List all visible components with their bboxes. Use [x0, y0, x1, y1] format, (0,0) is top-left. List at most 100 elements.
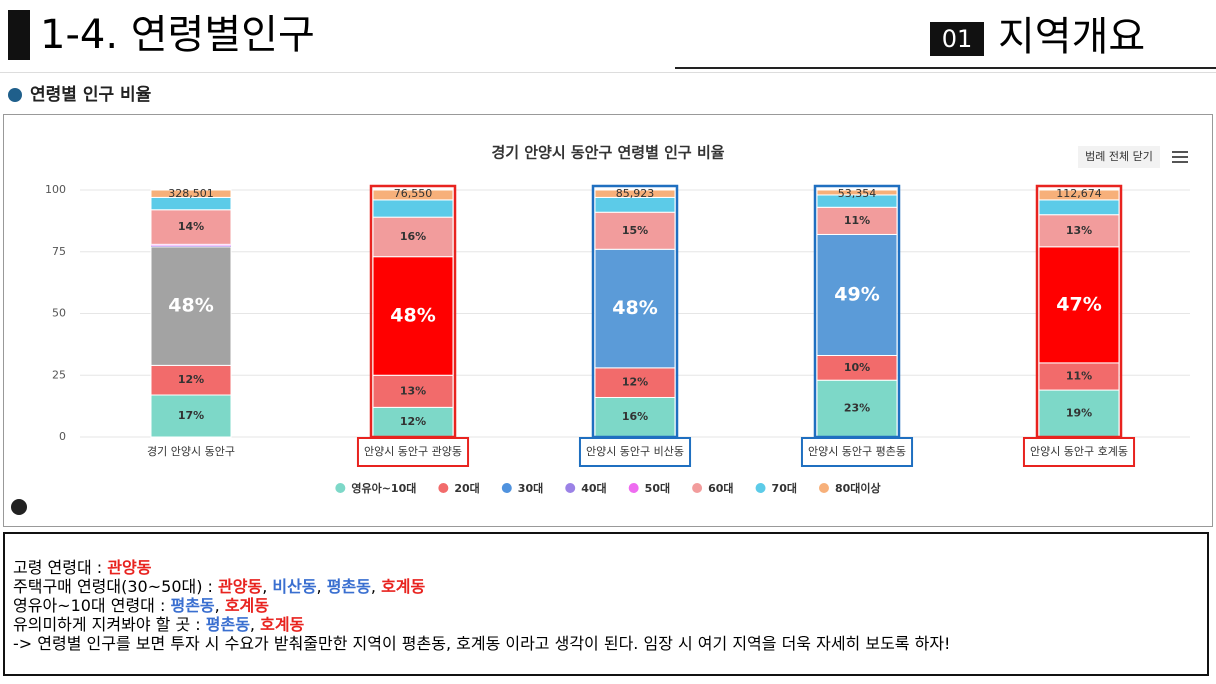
category-highlight — [800, 437, 914, 467]
bar-segment — [150, 246, 232, 366]
subtitle: 연령별 인구 비율 — [30, 85, 152, 105]
total-label: 328,501 — [168, 187, 214, 200]
bar-segment — [150, 189, 232, 198]
data-label: 48% — [612, 297, 657, 319]
note-line: 유의미하게 지켜봐야 할 곳 : 평촌동, 호계동 — [13, 615, 1207, 634]
bar-segment — [372, 189, 454, 201]
y-tick-label: 75 — [52, 245, 66, 258]
note-text: 호계동 — [224, 596, 269, 615]
note-text: 평촌동 — [205, 615, 250, 634]
x-tick-label: 안양시 동안구 평촌동 — [808, 445, 906, 458]
bar-segment — [1038, 362, 1120, 391]
bar-segment — [150, 209, 232, 245]
data-label: 11% — [844, 214, 870, 227]
section-title: 지역개요 — [998, 14, 1146, 60]
bar-segment — [372, 406, 454, 438]
header-title: 1-4. 연령별인구 — [40, 12, 315, 58]
data-label: 17% — [178, 409, 204, 422]
bar-segment — [816, 206, 898, 235]
badge: 01 — [930, 22, 984, 56]
legend-marker — [692, 483, 703, 493]
note-text: 고령 연령대 : — [13, 558, 108, 577]
menu-icon[interactable] — [1172, 151, 1188, 163]
data-label: 14% — [178, 220, 204, 233]
bar-segment — [1038, 199, 1120, 216]
data-label: 16% — [400, 230, 426, 243]
legend-label: 80대이상 — [835, 481, 881, 495]
note-line: 고령 연령대 : 관양동 — [13, 558, 1207, 577]
data-label: 12% — [178, 373, 204, 386]
legend-marker — [755, 483, 766, 493]
note-line: -> 연령별 인구를 보면 투자 시 수요가 받춰줄만한 지역이 평촌동, 호계… — [13, 634, 1207, 653]
legend-label: 30대 — [518, 481, 543, 495]
header-bar — [8, 10, 30, 60]
legend-marker — [565, 483, 576, 493]
notes-box: 고령 연령대 : 관양동 주택구매 연령대(30~50대) : 관양동, 비산동,… — [3, 532, 1209, 676]
chart-title: 경기 안양시 동안구 연령별 인구 비율 — [491, 144, 724, 162]
note-text: 비산동 — [272, 577, 317, 596]
bar-segment — [150, 364, 232, 396]
bar-segment — [372, 374, 454, 408]
bar-segment — [816, 233, 898, 356]
y-tick-label: 25 — [52, 368, 66, 381]
y-tick-label: 50 — [52, 307, 66, 320]
bar-segment — [816, 189, 898, 196]
note-text: -> 연령별 인구를 보면 투자 시 수요가 받춰줄만한 지역이 평촌동, 호계… — [13, 634, 951, 653]
legend-button[interactable] — [1078, 146, 1160, 168]
note-text: 평촌동 — [170, 596, 215, 615]
x-tick-label: 안양시 동안구 비산동 — [586, 445, 684, 458]
y-tick-label: 100 — [45, 183, 66, 196]
underline — [675, 67, 1216, 69]
bar-segment — [372, 199, 454, 218]
note-text: , — [316, 577, 327, 596]
data-label: 12% — [622, 376, 648, 389]
y-tick-label: 0 — [59, 430, 66, 443]
bar-segment — [594, 367, 676, 398]
icon — [8, 88, 22, 102]
logo — [11, 499, 27, 515]
note-line: 영유아~10대 연령대 : 평촌동, 호계동 — [13, 596, 1207, 615]
data-label: 48% — [168, 295, 213, 317]
note-text: 주택구매 연령대(30~50대) : — [13, 577, 219, 596]
category-highlight — [1022, 437, 1136, 467]
bar-segment — [816, 354, 898, 381]
chart: 경기 안양시 동안구 연령별 인구 비율 범례 전체 닫기 0 25 50 75 100… — [3, 114, 1213, 527]
bar-segment — [1038, 189, 1120, 201]
data-label: 16% — [622, 410, 648, 423]
legend-marker — [501, 483, 512, 493]
total-label: 53,354 — [838, 187, 877, 200]
note-text: , — [214, 596, 225, 615]
x-tick-label: 안양시 동안구 관양동 — [364, 445, 462, 458]
x-tick-label: 안양시 동안구 호계동 — [1030, 445, 1128, 458]
data-label: 12% — [400, 415, 426, 428]
bar-segment — [1038, 246, 1120, 364]
data-label: 15% — [622, 224, 648, 237]
note-text: , — [370, 577, 382, 596]
data-label: 23% — [844, 402, 870, 415]
data-label: 19% — [1066, 407, 1092, 420]
total-label: 76,550 — [394, 187, 433, 200]
category-highlight — [356, 437, 470, 467]
note-text: , — [249, 615, 261, 634]
legend-marker — [438, 483, 449, 493]
note-line: 주택구매 연령대(30~50대) : 관양동, 비산동, 평촌동, 호계동 — [13, 577, 1207, 596]
bar-segment — [594, 189, 676, 198]
x-tick-label: 경기 안양시 동안구 — [147, 445, 235, 458]
legend-button-label[interactable]: 범례 전체 닫기 — [1085, 150, 1153, 163]
legend-marker — [818, 483, 829, 493]
legend-marker — [628, 483, 639, 493]
total-label: 85,923 — [616, 187, 655, 200]
total-label: 112,674 — [1056, 187, 1102, 200]
legend-label: 60대 — [708, 481, 733, 495]
bar-segment — [594, 396, 676, 438]
data-label: 10% — [844, 361, 870, 374]
bar-segment — [372, 256, 454, 376]
note-text: 관양동 — [107, 558, 152, 577]
bar-segment — [372, 216, 454, 258]
category-highlight — [578, 437, 692, 467]
note-text: 평촌동 — [326, 577, 371, 596]
data-label: 48% — [390, 304, 435, 326]
data-label: 11% — [1066, 369, 1092, 382]
bar-segment — [594, 248, 676, 369]
